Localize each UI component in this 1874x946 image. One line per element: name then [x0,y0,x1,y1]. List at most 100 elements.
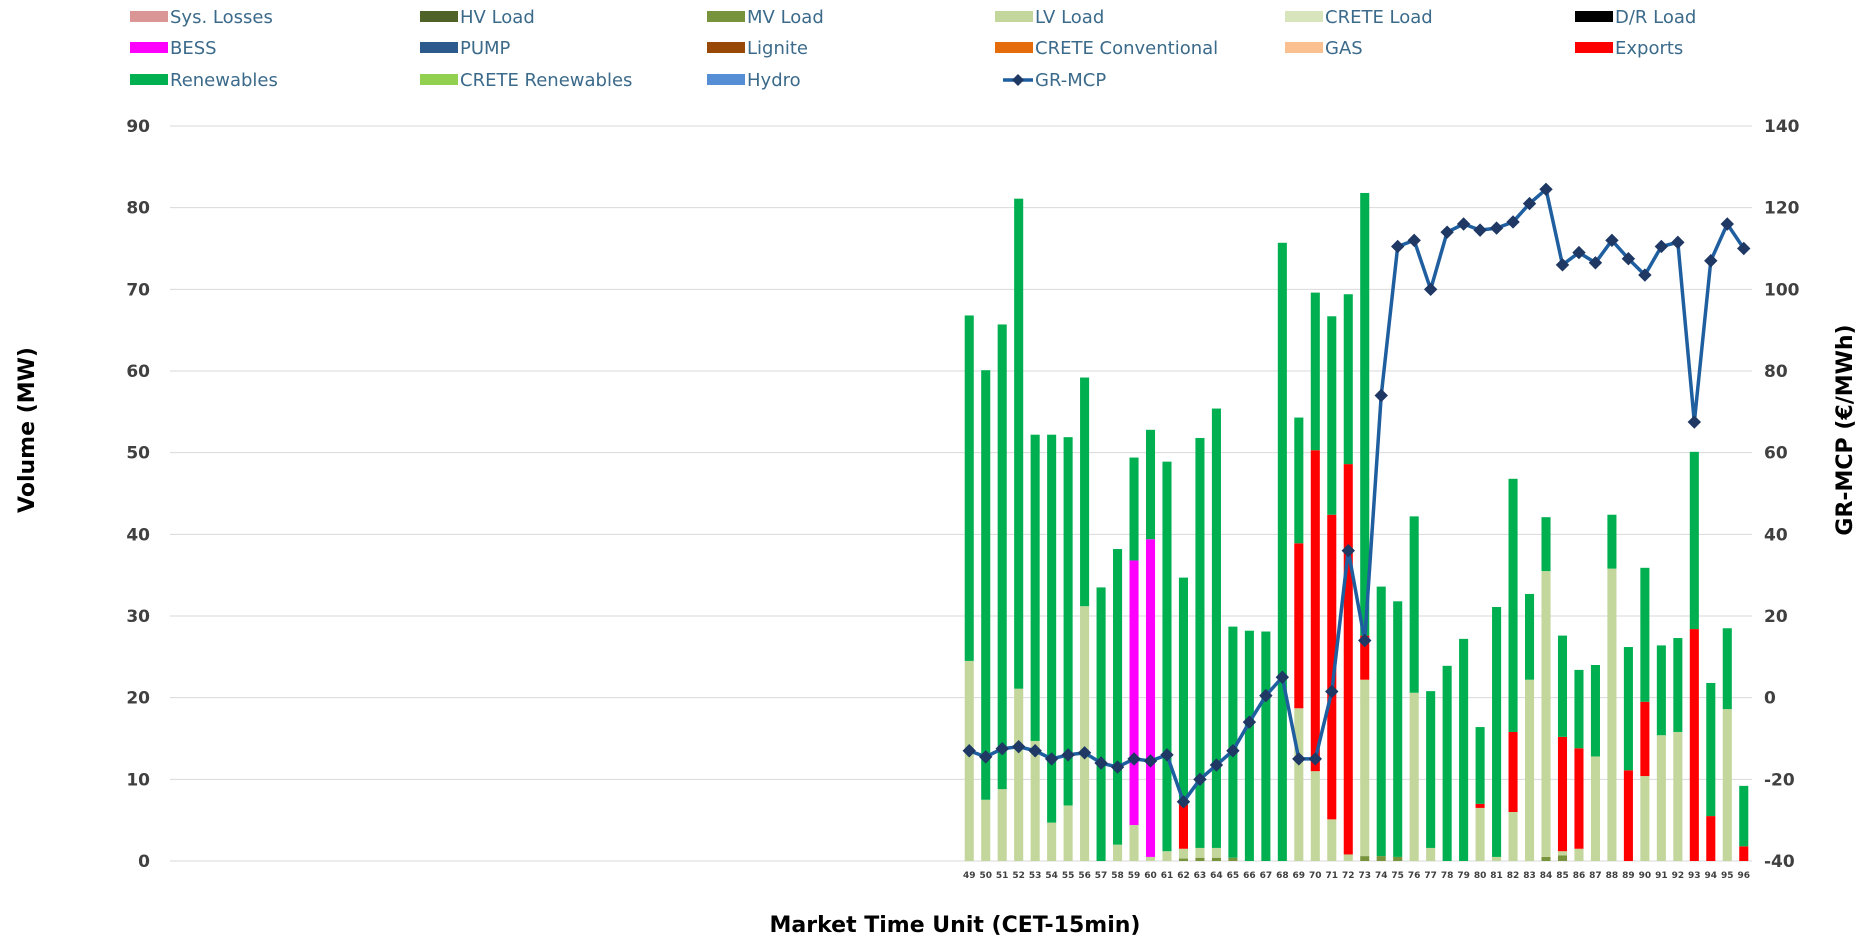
bar-lv-load-64 [1211,847,1221,858]
y2-tick-label: 140 [1764,117,1800,137]
bar-exports-72 [1343,464,1353,855]
x-tick-label: 73 [1358,871,1371,881]
bar-lv-load-59 [1129,825,1139,861]
bar-renewables-92 [1673,638,1683,732]
bar-renewables-60 [1145,429,1156,540]
gr-mcp-point-67 [1259,688,1273,703]
bar-lv-load-55 [1063,805,1073,861]
gr-mcp-point-63 [1193,772,1207,787]
bar-renewables-57 [1096,587,1106,861]
x-tick-label: 63 [1194,871,1207,881]
legend-item-sys-losses: Sys. Losses [130,7,273,28]
x-tick-label: 50 [979,871,992,881]
bar-lv-load-58 [1113,844,1123,861]
legend-item-d-r-load: D/R Load [1575,7,1696,28]
x-tick-label: 86 [1573,871,1586,881]
x-tick-label: 54 [1045,871,1058,881]
gr-mcp-point-51 [995,742,1009,756]
x-tick-label: 77 [1424,871,1437,881]
gr-mcp-point-79 [1456,217,1471,231]
bar-mv-load-62 [1178,858,1189,861]
bar-renewables-86 [1574,669,1584,749]
bar-lv-load-82 [1508,812,1518,861]
bar-lv-load-85 [1557,851,1568,856]
bar-renewables-53 [1030,434,1040,741]
y2-tick-label: 100 [1764,280,1800,300]
y-tick-label: 80 [126,199,150,219]
x-tick-label: 74 [1375,871,1388,881]
bar-lv-load-63 [1195,847,1205,858]
gr-mcp-point-54 [1044,752,1059,766]
gr-mcp-point-87 [1588,256,1603,270]
bar-lv-load-51 [997,789,1007,861]
bar-exports-90 [1640,701,1650,777]
x-tick-label: 79 [1457,871,1470,881]
gr-mcp-point-78 [1440,225,1454,239]
gr-mcp-point-57 [1094,756,1108,770]
bar-exports-94 [1706,816,1716,861]
y2-tick-label: -20 [1764,770,1795,790]
gr-mcp-point-68 [1275,670,1290,684]
x-tick-label: 49 [963,871,976,881]
legend-item-pump: PUMP [420,38,511,59]
bar-renewables-78 [1442,665,1452,861]
x-tick-label: 96 [1737,871,1750,881]
x-tick-label: 84 [1540,871,1553,881]
bar-renewables-54 [1047,434,1057,823]
x-tick-label: 88 [1606,871,1619,881]
bar-lv-load-95 [1722,709,1732,861]
legend-swatch [707,11,745,22]
x-tick-label: 80 [1474,871,1487,881]
bar-lv-load-87 [1590,756,1600,861]
y-tick-label: 40 [126,525,150,545]
bar-renewables-90 [1640,567,1650,702]
legend-item-crete-load: CRETE Load [1285,7,1433,28]
bar-lv-load-72 [1343,854,1353,861]
bar-mv-load-65 [1228,857,1238,861]
bar-renewables-65 [1228,626,1238,858]
bar-renewables-68 [1277,242,1287,862]
bar-lv-load-54 [1047,822,1057,861]
gr-mcp-point-72 [1341,543,1355,558]
bar-exports-62 [1178,804,1189,849]
legend-label: GAS [1325,38,1363,59]
bar-renewables-51 [997,324,1007,790]
bar-exports-73 [1360,635,1370,680]
legend-swatch [1285,42,1323,53]
bar-lv-load-77 [1426,847,1436,861]
gr-mcp-point-53 [1028,744,1042,758]
legend-label: LV Load [1035,7,1104,28]
bar-renewables-75 [1393,601,1403,857]
bar-renewables-94 [1706,682,1716,817]
gr-mcp-point-73 [1358,633,1372,648]
gr-mcp-point-90 [1638,268,1652,282]
x-tick-label: 75 [1391,871,1404,881]
bar-renewables-87 [1590,665,1600,757]
legend-label: CRETE Conventional [1035,38,1218,59]
x-tick-label: 59 [1128,871,1141,881]
y2-tick-label: 120 [1764,199,1800,219]
gr-mcp-point-74 [1374,388,1388,403]
x-tick-label: 57 [1095,871,1108,881]
bar-lv-load-80 [1475,807,1485,861]
gr-mcp-point-71 [1325,684,1339,699]
bar-lv-load-83 [1524,679,1535,861]
legend-item-mv-load: MV Load [707,7,824,28]
gr-mcp-point-93 [1687,415,1702,429]
legend-item-lv-load: LV Load [995,7,1104,28]
bar-lv-load-49 [964,660,974,861]
bar-exports-71 [1327,514,1337,820]
x-tick-label: 87 [1589,871,1602,881]
bar-lv-load-73 [1360,679,1370,857]
legend-label: GR-MCP [1035,70,1106,91]
y-tick-label: 30 [126,607,150,627]
bar-renewables-74 [1376,586,1386,857]
legend-label: D/R Load [1615,7,1696,28]
y-tick-label: 60 [126,362,150,382]
x-tick-label: 95 [1721,871,1734,881]
y-tick-label: 0 [138,852,150,872]
bar-renewables-64 [1211,408,1221,848]
bar-renewables-62 [1178,577,1189,805]
x-tick-label: 81 [1490,871,1503,881]
